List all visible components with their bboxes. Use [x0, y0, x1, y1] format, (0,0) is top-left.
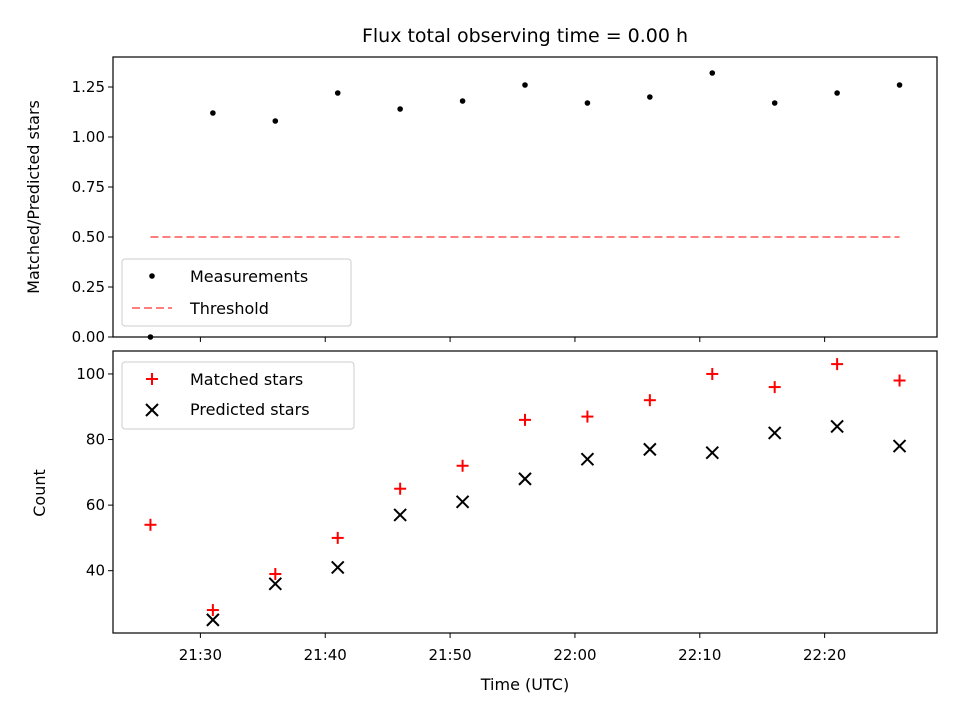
matched-point	[519, 413, 531, 426]
predicted-point	[393, 508, 407, 522]
matched-point	[206, 604, 219, 617]
measurement-point	[459, 98, 466, 104]
legend-measurements-label: Measurements	[190, 267, 308, 286]
matched-point	[456, 459, 469, 472]
matched-point	[831, 358, 844, 371]
top-legend-box	[121, 258, 352, 327]
top-legend: Measurements Threshold	[121, 258, 352, 327]
bottom-y-tick-label: 80	[86, 431, 105, 449]
predicted-point-b	[705, 445, 719, 460]
predicted-point	[518, 472, 532, 486]
matched-point	[893, 374, 906, 387]
bottom-x-tick-label: 21:40	[304, 646, 347, 664]
measurement-point	[584, 100, 591, 106]
legend-predicted-label: Predicted stars	[190, 400, 310, 419]
top-y-axis-label: Matched/Predicted stars	[24, 100, 43, 294]
top-y-tick-label: 1.25	[72, 78, 105, 96]
legend-threshold-label: Threshold	[189, 299, 269, 318]
measurement-point	[771, 100, 778, 106]
predicted-point	[643, 442, 657, 457]
top-y-tick-label: 0.00	[72, 328, 105, 346]
predicted-point	[830, 419, 844, 434]
legend-measurements-marker	[149, 273, 155, 279]
predicted-point	[268, 577, 283, 591]
legend-matched-label: Matched stars	[190, 370, 303, 389]
matched-point	[394, 482, 407, 495]
predicted-point	[206, 613, 220, 627]
bottom-x-tick-label: 22:10	[678, 646, 721, 664]
measurement-point	[334, 90, 341, 96]
matched-point	[269, 567, 282, 580]
top-y-tick-label: 0.25	[72, 278, 105, 296]
measurement-point	[834, 90, 840, 96]
bottom-plot-area: 40 60 80 100 21:30 21:40 21:50 22:00 22:10 22:20	[76, 358, 907, 664]
predicted-point-b	[206, 613, 220, 627]
bottom-x-tick-label: 21:50	[428, 646, 471, 664]
predicted-point-b	[580, 452, 595, 466]
predicted-point	[892, 439, 907, 453]
predicted-point-b	[892, 439, 907, 453]
bottom-y-tick-label: 100	[76, 365, 105, 383]
matched-point	[768, 381, 781, 394]
legend-matched-marker	[146, 373, 158, 385]
predicted-point-b	[518, 472, 532, 486]
predicted-point	[455, 495, 470, 509]
measurement-point	[522, 82, 528, 88]
bottom-y-axis-label: Count	[30, 469, 49, 517]
bottom-y-tick-label: 40	[86, 562, 105, 580]
predicted-point-b	[830, 419, 844, 434]
measurement-point	[397, 106, 403, 112]
predicted-point-b	[767, 426, 782, 440]
matched-point	[643, 394, 656, 407]
predicted-point-b	[331, 560, 345, 575]
legend-predicted-marker	[145, 403, 159, 417]
top-y-tick-label: 1.00	[72, 128, 105, 146]
predicted-point	[580, 452, 595, 466]
predicted-point	[331, 560, 345, 575]
top-y-tick-label: 0.75	[72, 178, 105, 196]
bottom-legend: Matched stars Predicted stars	[121, 361, 355, 430]
measurement-point	[647, 94, 653, 100]
bottom-y-tick-label: 60	[86, 496, 105, 514]
top-y-tick-label: 0.50	[72, 228, 105, 246]
measurement-point	[272, 118, 279, 124]
matched-point	[581, 410, 594, 423]
bottom-plot-frame	[112, 350, 938, 634]
matched-point	[144, 518, 157, 531]
bottom-legend-box	[121, 361, 355, 430]
chart-title: Flux total observing time = 0.00 h	[362, 25, 688, 47]
predicted-point-b	[268, 577, 283, 591]
predicted-point	[767, 426, 782, 440]
bottom-x-tick-label: 22:00	[553, 646, 596, 664]
predicted-point-b	[643, 442, 657, 457]
predicted-point-b	[455, 495, 470, 509]
predicted-point-b	[393, 508, 407, 522]
measurement-point	[210, 110, 216, 116]
x-axis-label: Time (UTC)	[480, 675, 569, 694]
predicted-point	[705, 445, 719, 460]
top-panel: 0.00 0.25 0.50 0.75 1.00 1.25 Matched/Predict…	[24, 56, 938, 346]
top-plot-frame	[112, 56, 938, 338]
measurement-point	[896, 82, 903, 88]
measurement-point	[709, 70, 716, 76]
matched-point	[706, 367, 719, 380]
bottom-x-tick-label: 22:20	[803, 646, 846, 664]
bottom-x-tick-label: 21:30	[179, 646, 222, 664]
matched-point	[331, 531, 344, 544]
top-plot-area: 0.00 0.25 0.50 0.75 1.00 1.25	[72, 70, 903, 346]
